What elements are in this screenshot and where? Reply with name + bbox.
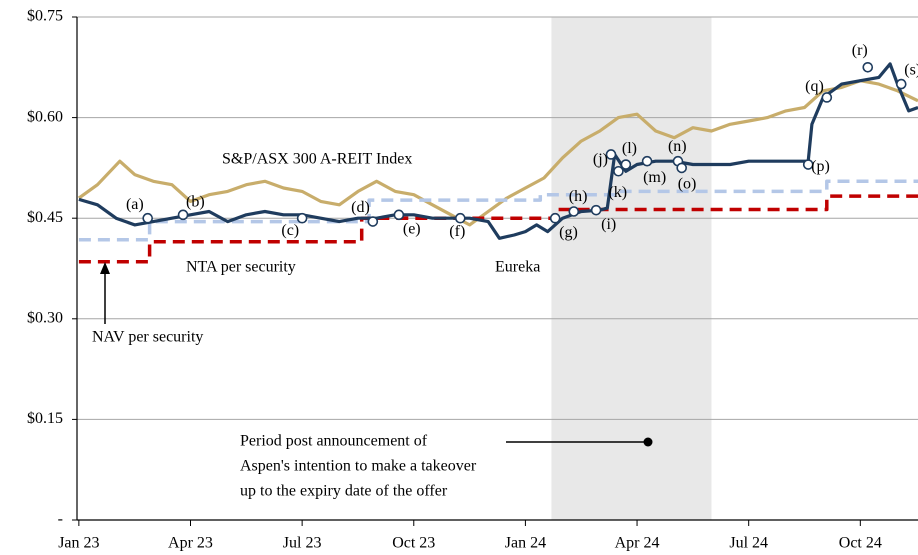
series-label: NTA per security [186, 259, 296, 276]
event-label: (e) [403, 221, 421, 238]
event-marker [568, 206, 580, 217]
x-tick-label: Jan 23 [58, 535, 99, 552]
event-marker [454, 212, 466, 224]
y-tick-label: $0.45 [27, 209, 63, 226]
event-label: (d) [351, 199, 370, 216]
x-tick-label: Oct 23 [392, 535, 435, 552]
series-label: NAV per security [92, 329, 203, 346]
event-marker [177, 209, 189, 221]
event-marker [613, 165, 624, 177]
event-marker [367, 216, 379, 227]
shaded-period [551, 17, 712, 520]
x-tick-label: Apr 24 [615, 535, 660, 552]
event-label: (o) [678, 176, 697, 193]
event-marker [549, 212, 561, 224]
series-line [78, 179, 918, 242]
event-marker [620, 159, 632, 170]
event-marker [296, 212, 308, 224]
event-label: (l) [622, 140, 637, 157]
event-label: (q) [805, 78, 824, 95]
event-label: (b) [186, 194, 205, 211]
series-label: Eureka [495, 259, 540, 276]
event-label: (r) [852, 42, 868, 59]
event-label: (j) [593, 151, 608, 168]
event-label: (g) [559, 224, 578, 241]
x-tick-label: Jan 24 [505, 535, 546, 552]
event-label: (m) [643, 169, 666, 186]
event-label: (n) [668, 138, 687, 155]
shaded-label: up to the expiry date of the offer [240, 483, 448, 500]
x-tick-label: Apr 23 [168, 535, 213, 552]
series-line [78, 62, 918, 240]
event-label: (i) [601, 216, 616, 233]
event-marker [676, 162, 688, 174]
series-line [77, 79, 918, 227]
event-marker [862, 62, 874, 73]
event-label: (p) [811, 158, 830, 175]
x-tick-label: Oct 24 [839, 535, 882, 552]
x-tick-label: Jul 24 [729, 535, 768, 552]
y-tick-label: - [58, 511, 63, 528]
event-label: (f) [449, 223, 465, 240]
event-marker [641, 155, 653, 167]
event-marker [590, 204, 602, 216]
event-marker [393, 209, 405, 221]
y-tick-label: $0.30 [27, 309, 63, 326]
shaded-label: Aspen's intention to make a takeover [240, 458, 477, 475]
event-label: (h) [569, 188, 588, 205]
event-marker [142, 212, 154, 224]
event-marker [605, 149, 617, 160]
event-label: (k) [608, 184, 627, 201]
shaded-label: Period post announcement of [240, 433, 428, 450]
event-label: (c) [281, 222, 299, 239]
y-tick-label: $0.15 [27, 410, 63, 427]
x-tick-label: Jul 23 [283, 535, 322, 552]
y-tick-label: $0.60 [27, 108, 63, 125]
event-marker [895, 78, 907, 90]
nav-arrow-head [100, 262, 110, 274]
series-label: S&P/ASX 300 A-REIT Index [222, 151, 412, 168]
event-label: (s) [904, 62, 918, 79]
shaded-pointer-dot [643, 437, 653, 447]
event-marker [821, 92, 833, 103]
y-tick-label: $0.75 [27, 8, 63, 25]
event-label: (a) [126, 196, 144, 213]
event-marker [802, 159, 814, 170]
